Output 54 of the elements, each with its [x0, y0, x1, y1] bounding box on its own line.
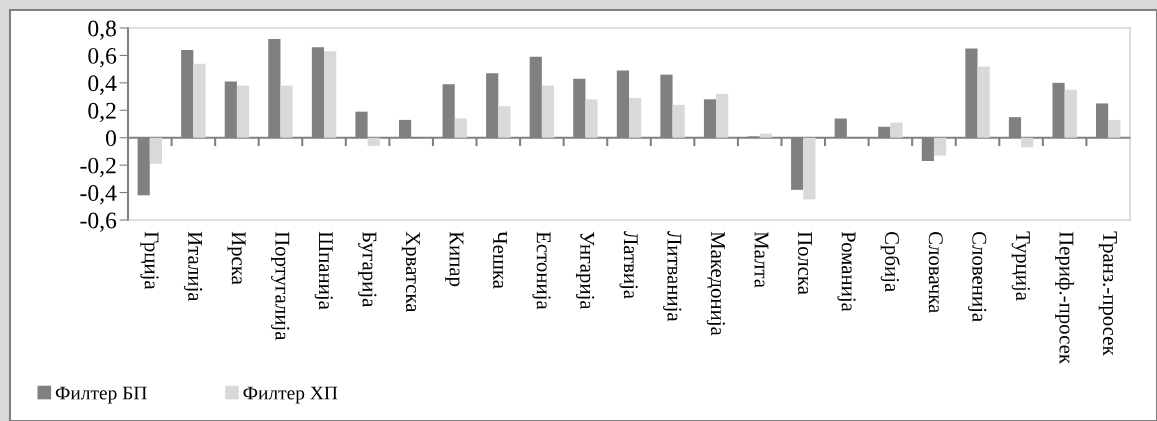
- x-tick-label: Шпанија: [314, 231, 333, 310]
- x-tick-label: Унгарија: [575, 231, 595, 310]
- y-tick-label: -0,2: [80, 157, 116, 177]
- x-tick-label: Малта: [754, 231, 769, 288]
- x-tick-label: Транз.-просек: [1098, 231, 1117, 356]
- x-tick-label: Бугарија: [358, 231, 377, 308]
- bar: [672, 104, 685, 138]
- bar: [716, 93, 729, 138]
- bar: [977, 66, 990, 138]
- x-tick-label: Кипар: [445, 231, 464, 287]
- y-tick-label: 0,4: [88, 75, 117, 95]
- y-tick-label: 0,8: [88, 20, 116, 40]
- bar: [1064, 89, 1077, 138]
- bar: [367, 137, 380, 146]
- y-tick-label: 0,6: [88, 47, 117, 68]
- x-tick-label: Литванија: [663, 231, 682, 322]
- y-tick-label: 0,2: [88, 102, 116, 123]
- legend-label: Филтер БП: [55, 386, 147, 404]
- y-tick-label: -0,6: [80, 212, 117, 232]
- bar: [324, 51, 337, 138]
- x-tick-label: Латвија: [619, 231, 638, 299]
- bar: [890, 122, 903, 138]
- legend-label: Филтер ХП: [243, 386, 338, 404]
- bar: [1108, 119, 1121, 138]
- bar: [629, 97, 642, 138]
- bar: [759, 133, 772, 138]
- bar: [498, 106, 511, 138]
- x-tick-label: Словачка: [928, 231, 943, 314]
- y-tick-label: 0: [105, 130, 116, 147]
- x-tick-label: Италија: [183, 231, 203, 302]
- bar: [149, 137, 162, 164]
- bar: [193, 63, 206, 138]
- x-tick-label: Португалија: [271, 231, 290, 341]
- x-tick-label: Турција: [1011, 231, 1030, 301]
- x-tick-label: Србија: [880, 231, 901, 292]
- bar: [236, 85, 250, 138]
- y-tick-label: -0,4: [80, 185, 117, 205]
- x-tick-label: Полска: [798, 231, 812, 295]
- x-tick-label: Периф.-просек: [1055, 231, 1075, 365]
- x-tick-label: Грција: [140, 231, 159, 290]
- bar: [585, 99, 598, 138]
- bar: [280, 85, 293, 138]
- bar: [454, 118, 467, 138]
- x-tick-label: Хрватска: [401, 231, 420, 313]
- bar: [1021, 137, 1034, 148]
- x-tick-label: Романија: [837, 231, 856, 312]
- bar: [803, 137, 816, 200]
- x-tick-label: Словенија: [968, 231, 987, 322]
- bar: [933, 137, 947, 156]
- x-tick-label: Чешка: [493, 231, 507, 289]
- x-tick-label: Македонија: [706, 231, 725, 336]
- x-tick-label: Ирска: [227, 231, 246, 285]
- bar: [541, 85, 555, 138]
- x-tick-label: Естонија: [532, 231, 551, 310]
